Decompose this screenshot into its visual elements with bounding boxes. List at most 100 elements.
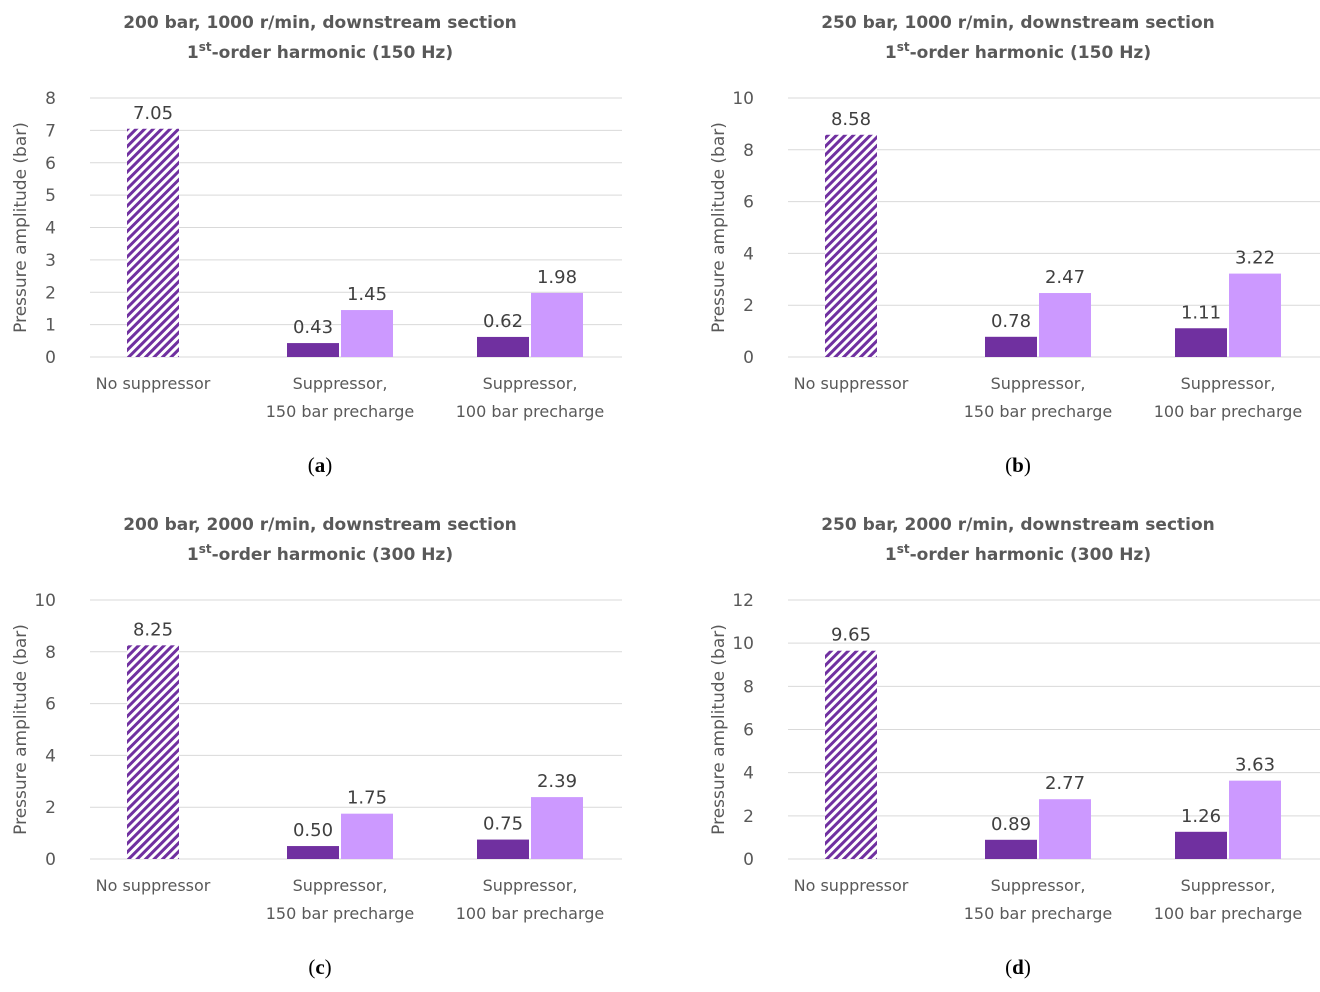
y-tick-label: 10 [732, 634, 754, 654]
y-tick-label: 7 [45, 121, 56, 141]
y-axis-label: Pressure amplitude (bar) [709, 122, 729, 333]
bar [1039, 293, 1091, 357]
chart-panel-a: 200 bar, 1000 r/min, downstream section 1… [0, 0, 640, 490]
bar [287, 846, 339, 859]
y-tick-label: 8 [743, 677, 754, 697]
bar [985, 336, 1037, 357]
chart-title-line1: 250 bar, 2000 r/min, downstream section [821, 515, 1215, 535]
category-label: Suppressor, [1181, 374, 1276, 393]
category-label: Suppressor, [483, 876, 578, 895]
y-tick-label: 4 [45, 219, 56, 239]
data-label: 0.75 [483, 814, 523, 835]
panel-caption: (a) [308, 453, 333, 477]
y-tick-label: 3 [45, 251, 56, 271]
y-tick-label: 0 [45, 850, 56, 870]
y-tick-label: 0 [743, 850, 754, 870]
chart-title-line1: 200 bar, 2000 r/min, downstream section [123, 515, 517, 535]
data-label: 9.65 [831, 625, 871, 646]
y-tick-label: 6 [743, 721, 754, 741]
bar [127, 645, 179, 859]
bar [531, 292, 583, 357]
y-tick-label: 6 [45, 154, 56, 174]
bar [1229, 780, 1281, 859]
chart-svg: 250 bar, 2000 r/min, downstream section 1… [709, 515, 1320, 979]
data-label: 0.89 [991, 814, 1031, 835]
panel-caption: (c) [308, 955, 331, 979]
y-tick-label: 6 [45, 695, 56, 715]
chart-title-line2: 1st-order harmonic (150 Hz) [187, 40, 453, 63]
data-label: 1.75 [347, 788, 387, 809]
data-label: 0.43 [293, 317, 333, 338]
chart-title-line1: 200 bar, 1000 r/min, downstream section [123, 13, 517, 33]
y-tick-label: 2 [45, 283, 56, 303]
chart-title-line1: 250 bar, 1000 r/min, downstream section [821, 13, 1215, 33]
data-label: 0.62 [483, 311, 523, 332]
chart-panel-b: 250 bar, 1000 r/min, downstream section 1… [698, 0, 1320, 490]
category-label: No suppressor [96, 876, 211, 895]
y-tick-label: 0 [743, 348, 754, 368]
y-tick-label: 2 [45, 798, 56, 818]
category-label: 100 bar precharge [456, 904, 605, 923]
bar [1175, 831, 1227, 859]
bar [825, 134, 877, 357]
bar [287, 343, 339, 357]
y-tick-label: 4 [743, 764, 754, 784]
chart-title-line2: 1st-order harmonic (300 Hz) [187, 542, 453, 565]
chart-panel-c: 200 bar, 2000 r/min, downstream section 1… [0, 502, 640, 992]
data-label: 2.39 [537, 771, 577, 792]
data-label: 8.25 [133, 619, 173, 640]
category-label: 150 bar precharge [266, 904, 415, 923]
category-label: No suppressor [794, 876, 909, 895]
chart-svg: 200 bar, 2000 r/min, downstream section 1… [11, 515, 622, 979]
bar [127, 128, 179, 357]
category-label: Suppressor, [991, 374, 1086, 393]
category-label: Suppressor, [991, 876, 1086, 895]
bar [825, 650, 877, 859]
data-label: 1.26 [1181, 806, 1221, 827]
data-label: 1.98 [537, 267, 577, 288]
bar [1039, 799, 1091, 859]
chart-title-line2: 1st-order harmonic (300 Hz) [885, 542, 1151, 565]
category-label: Suppressor, [1181, 876, 1276, 895]
bar [1229, 273, 1281, 357]
bar [477, 839, 529, 859]
bar [985, 839, 1037, 859]
chart-svg: 250 bar, 1000 r/min, downstream section 1… [709, 13, 1320, 477]
y-tick-label: 0 [45, 348, 56, 368]
chart-svg: 200 bar, 1000 r/min, downstream section 1… [11, 13, 622, 477]
bar [341, 813, 393, 859]
data-label: 3.63 [1235, 755, 1275, 776]
y-axis-label: Pressure amplitude (bar) [11, 122, 31, 333]
category-label: No suppressor [794, 374, 909, 393]
y-tick-label: 5 [45, 186, 56, 206]
y-tick-label: 2 [743, 296, 754, 316]
bar [531, 797, 583, 859]
y-axis-label: Pressure amplitude (bar) [709, 624, 729, 835]
data-label: 0.78 [991, 311, 1031, 332]
category-label: 100 bar precharge [1154, 904, 1303, 923]
panel-caption: (b) [1005, 453, 1031, 477]
y-tick-label: 4 [743, 244, 754, 264]
chart-title-line2: 1st-order harmonic (150 Hz) [885, 40, 1151, 63]
data-label: 3.22 [1235, 248, 1275, 269]
y-tick-label: 10 [34, 591, 56, 611]
y-tick-label: 4 [45, 746, 56, 766]
y-tick-label: 8 [45, 643, 56, 663]
category-label: 150 bar precharge [266, 402, 415, 421]
category-label: 150 bar precharge [964, 402, 1113, 421]
bar [1175, 328, 1227, 357]
panel-caption: (d) [1005, 955, 1031, 979]
category-label: 100 bar precharge [456, 402, 605, 421]
category-label: Suppressor, [483, 374, 578, 393]
data-label: 1.45 [347, 284, 387, 305]
y-axis-label: Pressure amplitude (bar) [11, 624, 31, 835]
y-tick-label: 10 [732, 89, 754, 109]
chart-panel-d: 250 bar, 2000 r/min, downstream section 1… [698, 502, 1320, 992]
category-label: No suppressor [96, 374, 211, 393]
category-label: Suppressor, [293, 374, 388, 393]
category-label: 150 bar precharge [964, 904, 1113, 923]
y-tick-label: 2 [743, 807, 754, 827]
category-label: Suppressor, [293, 876, 388, 895]
y-tick-label: 8 [45, 89, 56, 109]
data-label: 2.47 [1045, 267, 1085, 288]
